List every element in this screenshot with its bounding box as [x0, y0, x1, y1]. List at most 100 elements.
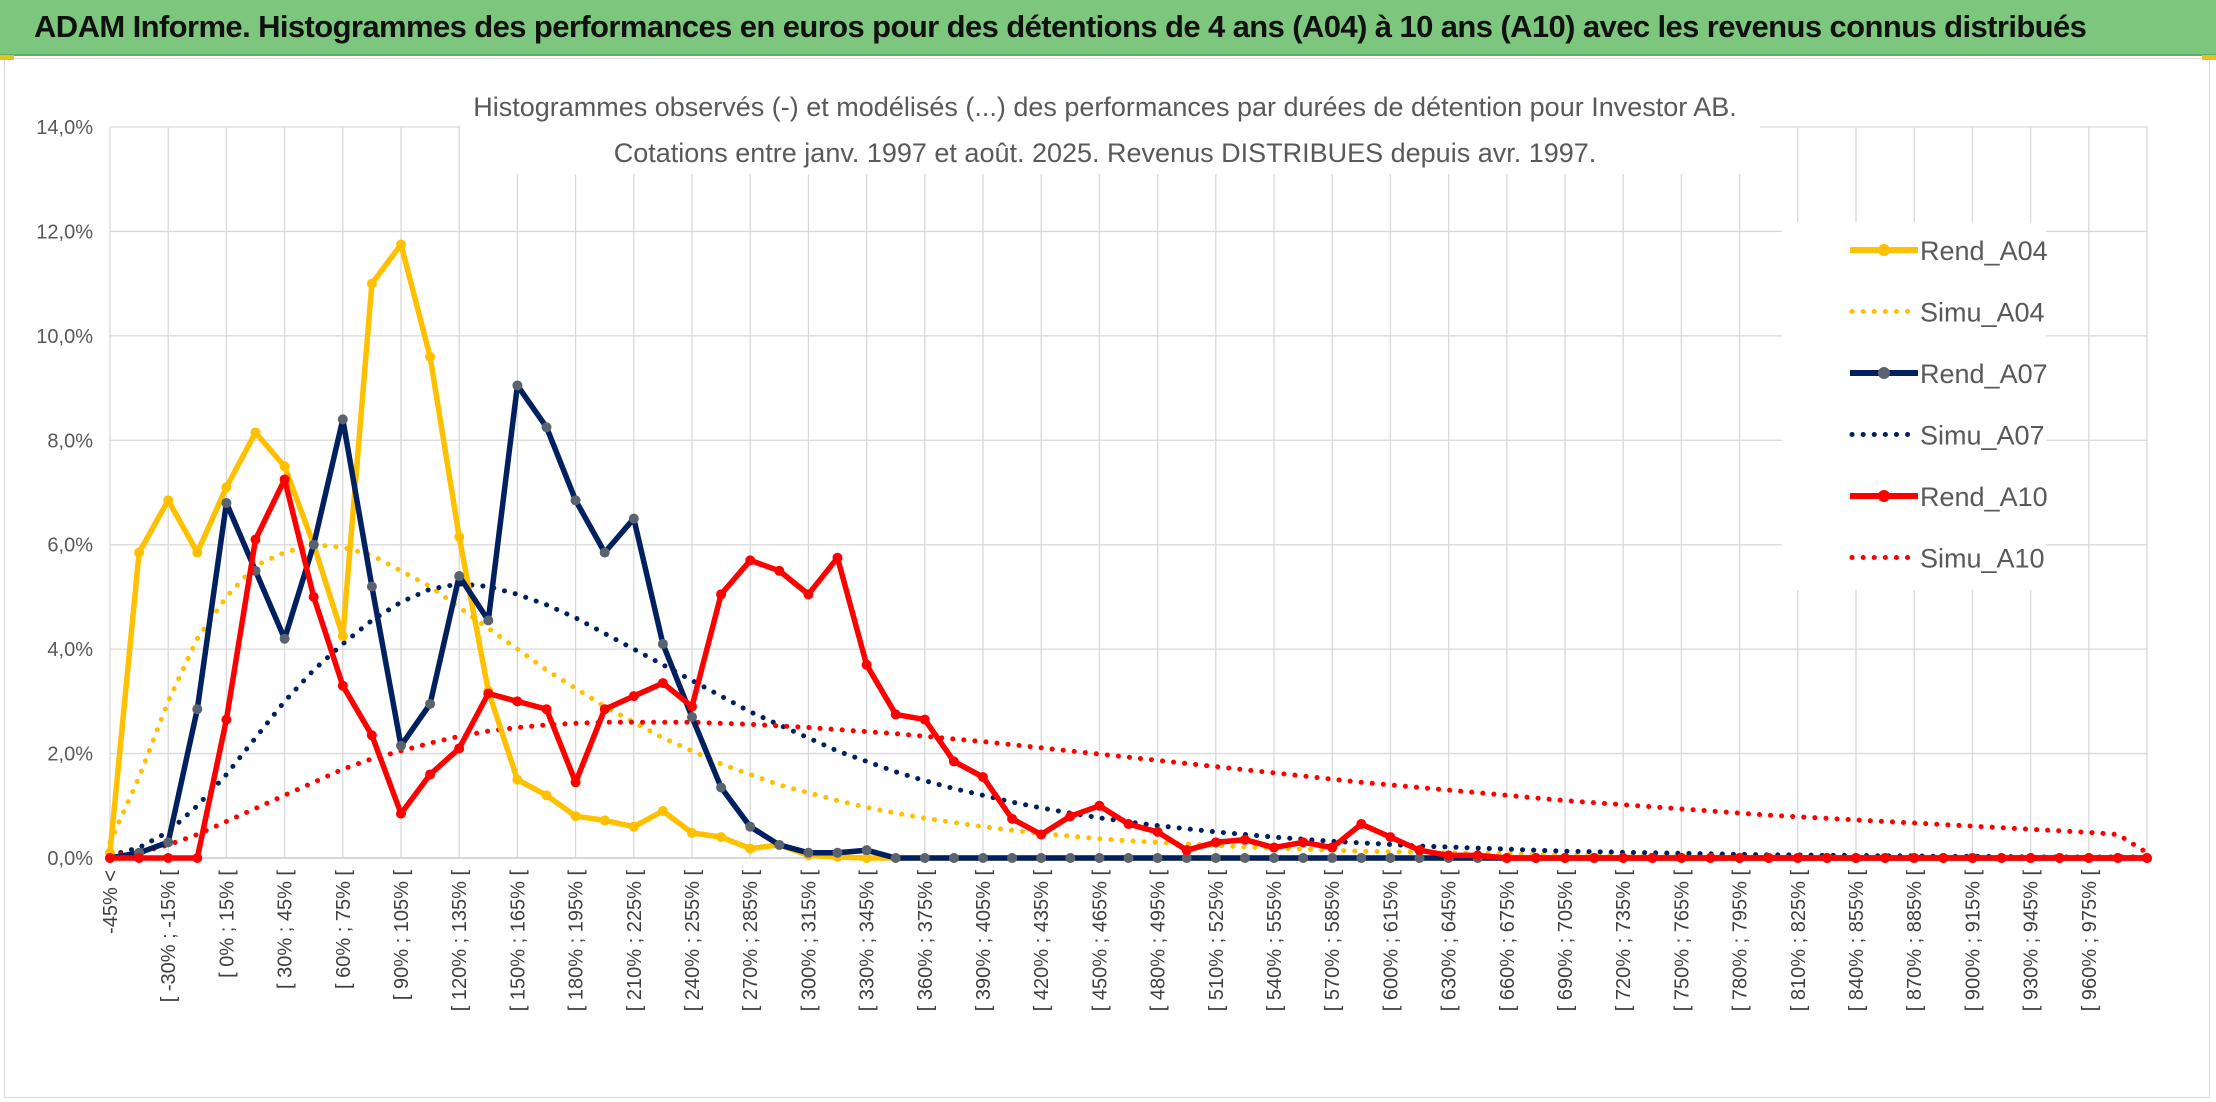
- legend-label: Simu_A04: [1920, 298, 2045, 328]
- x-tick-label: [ 570% ; 585% [: [1322, 870, 1344, 1012]
- data-point: [396, 808, 406, 819]
- y-axis-tick-labels: 0,0% 2,0% 4,0% 6,0% 8,0% 10,0% 12,0% 14,0%: [36, 117, 93, 870]
- x-tick-label: [ 540% ; 555% [: [1264, 870, 1286, 1012]
- data-point: [1763, 853, 1774, 863]
- x-tick-label: [ 660% ; 675% [: [1497, 870, 1519, 1012]
- data-point: [628, 821, 639, 832]
- data-point: [192, 547, 203, 558]
- data-point: [978, 772, 988, 783]
- data-point: [512, 774, 523, 785]
- x-tick-label: [ 120% ; 135% [: [449, 870, 471, 1012]
- data-point: [803, 589, 814, 600]
- data-point: [657, 678, 668, 689]
- data-point: [599, 704, 610, 715]
- data-point: [134, 853, 145, 863]
- data-point: [687, 701, 697, 712]
- data-point: [1065, 811, 1076, 822]
- y-tick-label: 8,0%: [47, 430, 93, 452]
- data-point: [774, 565, 785, 576]
- data-point: [1938, 853, 1949, 863]
- data-point: [1647, 853, 1658, 863]
- data-point: [1821, 853, 1832, 863]
- data-point: [279, 633, 290, 644]
- legend-label: Rend_A04: [1920, 236, 2048, 266]
- data-point: [1589, 853, 1600, 863]
- x-tick-label: [ 960% ; 975% [: [2079, 870, 2101, 1012]
- data-point: [250, 427, 261, 438]
- data-point: [861, 659, 872, 670]
- legend: Rend_A04 Simu_A04 Rend_A07 Simu_A07 Rend_A10…: [1782, 222, 2048, 590]
- data-point: [366, 730, 377, 741]
- data-point: [948, 853, 959, 863]
- legend-marker: [1878, 367, 1890, 379]
- data-point: [308, 591, 319, 602]
- data-point: [1530, 853, 1541, 863]
- data-point: [2142, 853, 2152, 863]
- data-point: [221, 497, 232, 508]
- legend-item: Rend_A04: [1850, 236, 2048, 266]
- x-tick-label: [ 240% ; 255% [: [682, 870, 704, 1012]
- data-point: [1123, 853, 1134, 863]
- data-point: [541, 422, 552, 433]
- data-point: [425, 769, 436, 780]
- data-point: [1385, 853, 1396, 863]
- data-point: [483, 615, 494, 626]
- data-point: [454, 743, 465, 754]
- data-point: [163, 495, 174, 506]
- x-tick-label: [ 510% ; 525% [: [1206, 870, 1228, 1012]
- data-point: [570, 777, 581, 788]
- data-point: [1996, 853, 2007, 863]
- legend-background: [1782, 222, 2046, 590]
- x-tick-label: [ 210% ; 225% [: [624, 870, 646, 1012]
- data-point: [192, 853, 203, 863]
- data-point: [745, 555, 756, 566]
- data-point: [454, 571, 465, 582]
- data-point: [483, 688, 494, 699]
- legend-item: Rend_A10: [1850, 482, 2048, 512]
- data-point: [1734, 853, 1745, 863]
- legend-label: Simu_A07: [1920, 421, 2045, 451]
- series-line: [107, 719, 2150, 858]
- data-point: [628, 691, 639, 702]
- data-point: [716, 832, 727, 843]
- data-point: [250, 534, 261, 545]
- data-point: [396, 740, 406, 751]
- data-point: [1792, 853, 1803, 863]
- data-point: [1298, 853, 1309, 863]
- data-point: [1298, 837, 1309, 848]
- page-title: ADAM Informe. Histogrammes des performan…: [34, 9, 2087, 44]
- data-point: [570, 811, 581, 822]
- x-tick-label: [ 60% ; 75% [: [333, 870, 355, 989]
- data-point: [628, 513, 639, 524]
- data-point: [279, 474, 290, 485]
- data-point: [279, 461, 290, 472]
- data-point: [1356, 853, 1367, 863]
- data-point: [1094, 800, 1105, 811]
- data-point: [541, 790, 552, 801]
- x-axis-tick-labels: -45% < [ -30% ; -15% [[ 0% ; 15% [[ 30% ;…: [100, 870, 2101, 1012]
- data-point: [687, 827, 697, 838]
- data-point: [425, 351, 436, 362]
- legend-label: Rend_A10: [1920, 482, 2048, 512]
- x-tick-label: [ 780% ; 795% [: [1730, 870, 1752, 1012]
- data-point: [337, 414, 348, 425]
- data-point: [1210, 837, 1221, 848]
- data-point: [1414, 853, 1425, 863]
- data-point: [948, 756, 959, 767]
- data-point: [425, 698, 436, 709]
- data-point: [861, 845, 872, 856]
- x-tick-label: [ 270% ; 285% [: [740, 870, 762, 1012]
- x-tick-label: [ 0% ; 15% [: [216, 870, 238, 978]
- data-point: [512, 696, 523, 707]
- data-point: [1880, 853, 1891, 863]
- y-tick-label: 6,0%: [47, 535, 93, 557]
- x-tick-label: [ -30% ; -15% [: [158, 870, 180, 1003]
- data-point: [599, 815, 610, 826]
- x-tick-label: [ 870% ; 885% [: [1904, 870, 1926, 1012]
- y-tick-label: 12,0%: [36, 221, 93, 243]
- data-point: [1152, 826, 1163, 837]
- data-series: [105, 239, 2152, 863]
- series-rend-a10: [105, 474, 2152, 863]
- chart-subtitle: Cotations entre janv. 1997 et août. 2025…: [614, 138, 1597, 168]
- data-point: [1181, 853, 1192, 863]
